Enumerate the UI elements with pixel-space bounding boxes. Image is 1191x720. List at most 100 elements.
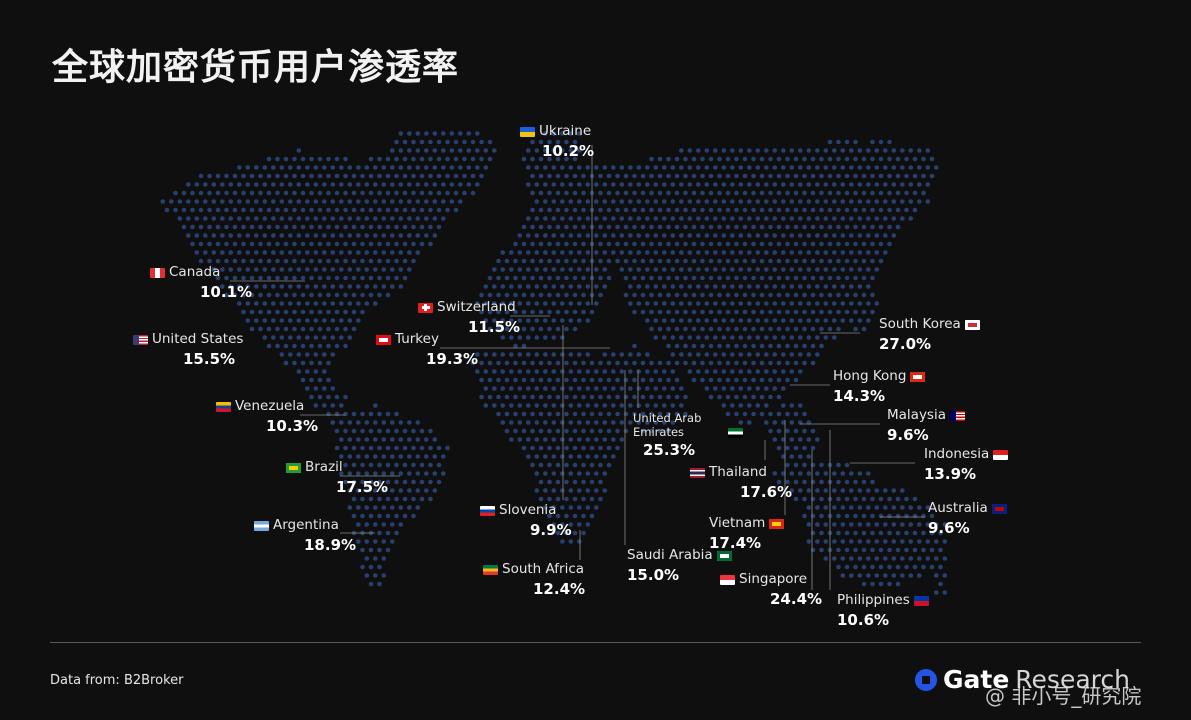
map-dot: [432, 437, 438, 442]
map-dot: [666, 428, 671, 434]
map-dot: [309, 309, 314, 315]
map-dot: [768, 309, 773, 315]
map-dot: [866, 318, 871, 323]
map-dot: [432, 131, 438, 136]
map-dot: [364, 233, 370, 238]
map-dot: [249, 173, 255, 179]
map-dot: [296, 233, 302, 238]
map-dot: [602, 182, 608, 187]
map-dot: [313, 386, 319, 391]
map-dot: [785, 377, 790, 383]
map-dot: [300, 190, 306, 196]
map-dot: [237, 233, 242, 238]
map-dot: [789, 420, 795, 425]
map-dot: [207, 207, 212, 213]
map-dot: [823, 335, 829, 340]
map-dot: [904, 513, 909, 519]
map-dot: [543, 420, 548, 425]
map-dot: [721, 233, 727, 238]
map-dot: [309, 190, 314, 196]
map-dot: [683, 394, 688, 400]
map-dot: [356, 199, 361, 204]
map-dot: [334, 190, 340, 196]
map-dot: [458, 165, 463, 170]
map-dot: [526, 182, 531, 187]
map-dot: [492, 267, 497, 272]
map-dot: [640, 224, 646, 230]
map-dot: [407, 505, 412, 510]
map-dot: [262, 199, 268, 204]
map-dot: [662, 284, 667, 289]
map-dot: [364, 471, 370, 476]
map-dot: [555, 411, 561, 417]
map-dot: [351, 326, 357, 332]
map-dot: [279, 182, 285, 187]
map-dot: [398, 216, 404, 221]
penetration-value: 17.4%: [709, 533, 762, 552]
map-dot: [564, 530, 569, 536]
map-dot: [708, 343, 714, 349]
map-dot: [509, 318, 514, 323]
map-dot: [436, 224, 442, 230]
map-dot: [904, 564, 909, 570]
map-dot: [866, 233, 871, 238]
map-dot: [789, 267, 795, 272]
map-dot: [747, 369, 752, 374]
map-dot: [687, 301, 693, 306]
map-dot: [802, 207, 807, 213]
penetration-value: 15.0%: [627, 565, 680, 584]
map-dot: [670, 284, 676, 289]
map-dot: [721, 352, 727, 357]
map-dot: [292, 292, 297, 298]
map-dot: [619, 369, 625, 374]
map-dot: [704, 335, 710, 340]
map-dot: [815, 165, 820, 170]
map-dot: [666, 156, 671, 162]
map-dot: [734, 411, 739, 417]
map-dot: [560, 369, 565, 374]
map-dot: [347, 250, 353, 255]
map-dot: [785, 360, 790, 366]
map-dot: [360, 241, 365, 247]
map-dot: [666, 173, 671, 179]
map-dot: [415, 454, 421, 459]
map-dot: [279, 352, 285, 357]
country-name: Indonesia: [924, 446, 1009, 463]
map-dot: [870, 479, 875, 485]
map-dot: [802, 496, 807, 502]
map-dot: [343, 445, 348, 451]
map-dot: [674, 411, 680, 417]
map-dot: [649, 309, 654, 315]
map-dot: [555, 173, 561, 179]
map-dot: [815, 250, 820, 255]
country-name-text: Saudi Arabia: [627, 547, 713, 563]
map-dot: [296, 199, 302, 204]
map-dot: [793, 445, 799, 451]
map-dot: [530, 156, 535, 162]
map-dot: [632, 275, 637, 281]
map-dot: [895, 513, 901, 519]
map-dot: [368, 173, 374, 179]
map-dot: [568, 199, 574, 204]
map-dot: [334, 292, 340, 298]
map-dot: [377, 530, 382, 536]
map-dot: [407, 148, 412, 153]
map-dot: [394, 445, 399, 451]
map-dot: [564, 309, 569, 315]
map-dot: [857, 471, 863, 476]
map-dot: [551, 199, 557, 204]
map-dot: [581, 360, 586, 366]
map-dot: [708, 275, 714, 281]
map-dot: [819, 462, 824, 468]
map-dot: [581, 411, 586, 417]
map-dot: [844, 547, 850, 553]
map-dot: [827, 309, 833, 315]
map-dot: [645, 386, 650, 391]
map-dot: [517, 335, 523, 340]
map-dot: [594, 165, 599, 170]
map-dot: [810, 343, 816, 349]
map-dot: [173, 190, 178, 196]
map-dot: [534, 403, 540, 408]
map-dot: [317, 173, 323, 179]
map-dot: [721, 199, 727, 204]
